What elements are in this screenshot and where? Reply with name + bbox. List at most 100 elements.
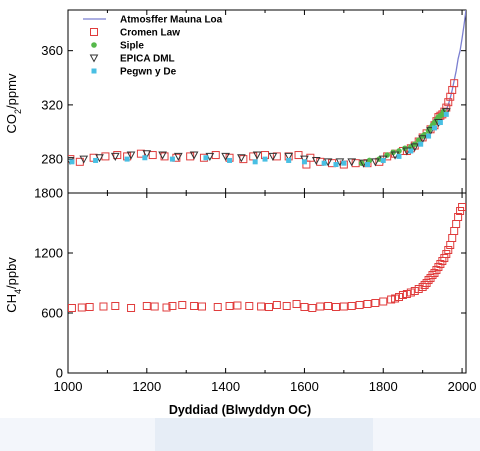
legend-swatch-epica-dml	[89, 54, 99, 63]
ch4-panel: 0 600 1200 1800 1000 1200 1400 1600 1800 2000	[34, 186, 476, 395]
co2-point-cromen-law	[450, 79, 459, 88]
ch4-point-cromen-law	[452, 220, 461, 228]
co2-point-pegwn-y-de	[321, 160, 327, 166]
legend-swatch-pegwn-y-de	[91, 68, 97, 74]
ch4-point-cromen-law	[339, 302, 348, 311]
ch4-point-cromen-law	[257, 302, 266, 311]
co2-point-pegwn-y-de	[418, 141, 424, 147]
co2-point-cromen-law	[444, 98, 453, 107]
ch4-point-cromen-law	[245, 302, 254, 310]
x-axis-title: Dyddiad (Blwyddyn OC)	[169, 403, 311, 417]
co2-point-epica-dml	[221, 152, 230, 161]
co2-point-pegwn-y-de	[408, 148, 414, 154]
co2-point-pegwn-y-de	[93, 157, 99, 163]
co2-point-pegwn-y-de	[301, 159, 307, 165]
co2-point-siple	[396, 148, 402, 154]
co2-point-epica-dml	[189, 151, 199, 160]
co2-point-epica-dml	[418, 135, 427, 144]
ch4-point-cromen-law	[316, 302, 325, 311]
co2-point-epica-dml	[371, 158, 380, 167]
ch4-point-cromen-law	[324, 302, 333, 310]
co2-point-epica-dml	[252, 151, 262, 160]
co2-point-pegwn-y-de	[364, 162, 370, 168]
co2-point-pegwn-y-de	[341, 160, 347, 166]
co2-point-epica-dml	[158, 151, 167, 160]
ch4-point-cromen-law	[308, 304, 317, 312]
co2-point-epica-dml	[237, 154, 246, 163]
ch4-point-cromen-law	[450, 227, 459, 235]
co2-point-epica-dml	[347, 158, 357, 167]
co2-point-pegwn-y-de	[262, 156, 268, 162]
co2-point-epica-dml	[142, 150, 152, 159]
xtick-label: 1800	[369, 379, 398, 394]
co2-ylabel: CO2/ppmv	[4, 73, 23, 133]
ch4-point-cromen-law	[127, 304, 136, 312]
ch4-point-cromen-law	[448, 234, 457, 242]
legend-label-epica-dml: EPICA DML	[120, 54, 175, 65]
co2-point-epica-dml	[173, 152, 183, 161]
co2-point-cromen-law	[113, 151, 122, 160]
xtick-label: 1000	[54, 379, 83, 394]
ch4-point-cromen-law	[111, 302, 120, 310]
co2-point-pegwn-y-de	[443, 111, 449, 117]
co2-point-pegwn-y-de	[252, 159, 258, 165]
co2-point-siple	[384, 152, 390, 158]
co2-point-cromen-law	[186, 152, 195, 161]
xtick-label: 1600	[290, 379, 319, 394]
legend-label-siple: Siple	[120, 41, 144, 52]
ch4-ytick-label: 1800	[34, 186, 63, 201]
ch4-point-cromen-law	[347, 302, 356, 310]
ch4-ylabel: CH4/ppbv	[4, 257, 23, 313]
ch4-point-cromen-law	[99, 302, 108, 311]
ch4-point-cromen-law	[363, 300, 372, 308]
ch4-point-cromen-law	[379, 297, 388, 306]
co2-ytick-label: 360	[41, 43, 63, 58]
xtick-label: 1200	[132, 379, 161, 394]
co2-point-pegwn-y-de	[333, 162, 339, 168]
ch4-point-cromen-law	[142, 302, 151, 310]
co2-point-pegwn-y-de	[169, 156, 175, 162]
ch4-point-cromen-law	[458, 203, 466, 211]
co2-point-epica-dml	[268, 152, 278, 161]
legend-label-cromen-law: Cromen Law	[120, 28, 180, 39]
co2-point-epica-dml	[284, 152, 294, 161]
co2-point-pegwn-y-de	[142, 155, 148, 161]
co2-point-cromen-law	[101, 152, 110, 161]
co2-point-pegwn-y-de	[203, 155, 209, 161]
legend-swatch-siple	[91, 42, 97, 48]
co2-point-pegwn-y-de	[227, 157, 233, 163]
ch4-point-cromen-law	[264, 303, 273, 311]
ch4-point-cromen-law	[444, 246, 453, 254]
co2-point-siple	[415, 137, 422, 143]
co2-series-group	[68, 10, 466, 169]
co2-point-cromen-law	[294, 151, 303, 160]
ch4-point-cromen-law	[197, 302, 206, 311]
ch4-point-cromen-law	[162, 303, 171, 312]
co2-point-pegwn-y-de	[426, 133, 432, 139]
co2-ytick-label: 320	[41, 97, 63, 112]
legend-label-atmosffer-mauna-loa: Atmosffer Mauna Loa	[120, 15, 223, 26]
co2-point-pegwn-y-de	[380, 157, 386, 163]
co2-point-cromen-law	[211, 151, 220, 160]
ch4-ytick-label: 600	[41, 306, 63, 321]
ch4-point-cromen-law	[371, 299, 380, 307]
ch4-point-cromen-law	[446, 241, 455, 249]
co2-point-cromen-law	[442, 103, 451, 112]
co2-point-epica-dml	[79, 155, 89, 164]
co2-point-epica-dml	[311, 156, 321, 166]
ch4-plot-frame	[67, 192, 467, 374]
ch4-point-cromen-law	[190, 302, 199, 310]
bottom-band-center	[155, 418, 373, 451]
co2-point-siple	[366, 157, 373, 164]
co2-panel: 280 320 360	[41, 9, 467, 194]
ch4-series-group	[68, 203, 466, 312]
ch4-point-cromen-law	[213, 303, 222, 311]
ch4-point-cromen-law	[225, 302, 234, 310]
bottom-band	[0, 418, 480, 451]
co2-point-epica-dml	[410, 143, 420, 152]
ch4-point-cromen-law	[454, 213, 463, 221]
ch4-point-cromen-law	[68, 304, 76, 312]
legend-label-pegwn-y-de: Pegwn y De	[120, 67, 177, 78]
legend: Atmosffer Mauna Loa Cromen Law Siple EPICA …	[83, 15, 223, 78]
